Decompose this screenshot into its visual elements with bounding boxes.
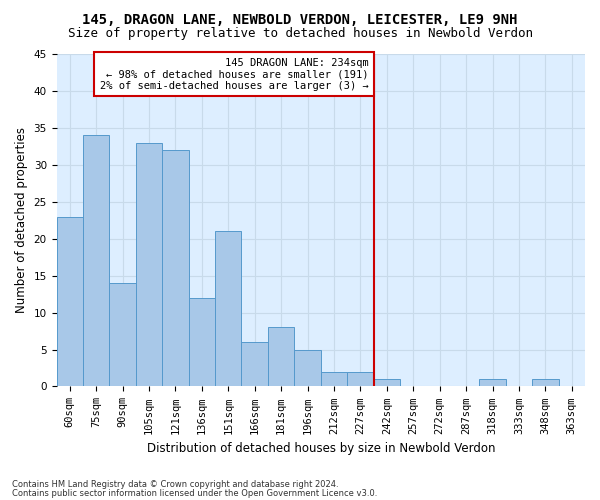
Bar: [241, 342, 268, 386]
Bar: [268, 328, 295, 386]
Bar: [374, 379, 400, 386]
Bar: [347, 372, 374, 386]
Bar: [215, 232, 241, 386]
Bar: [56, 216, 83, 386]
Text: Contains HM Land Registry data © Crown copyright and database right 2024.: Contains HM Land Registry data © Crown c…: [12, 480, 338, 489]
Bar: [162, 150, 188, 386]
Bar: [532, 379, 559, 386]
Bar: [109, 283, 136, 387]
Bar: [321, 372, 347, 386]
X-axis label: Distribution of detached houses by size in Newbold Verdon: Distribution of detached houses by size …: [146, 442, 495, 455]
Bar: [136, 142, 162, 386]
Y-axis label: Number of detached properties: Number of detached properties: [15, 127, 28, 313]
Text: 145 DRAGON LANE: 234sqm
← 98% of detached houses are smaller (191)
2% of semi-de: 145 DRAGON LANE: 234sqm ← 98% of detache…: [100, 58, 368, 91]
Bar: [188, 298, 215, 386]
Bar: [83, 136, 109, 386]
Bar: [479, 379, 506, 386]
Text: Contains public sector information licensed under the Open Government Licence v3: Contains public sector information licen…: [12, 488, 377, 498]
Text: Size of property relative to detached houses in Newbold Verdon: Size of property relative to detached ho…: [67, 28, 533, 40]
Bar: [295, 350, 321, 387]
Text: 145, DRAGON LANE, NEWBOLD VERDON, LEICESTER, LE9 9NH: 145, DRAGON LANE, NEWBOLD VERDON, LEICES…: [82, 12, 518, 26]
